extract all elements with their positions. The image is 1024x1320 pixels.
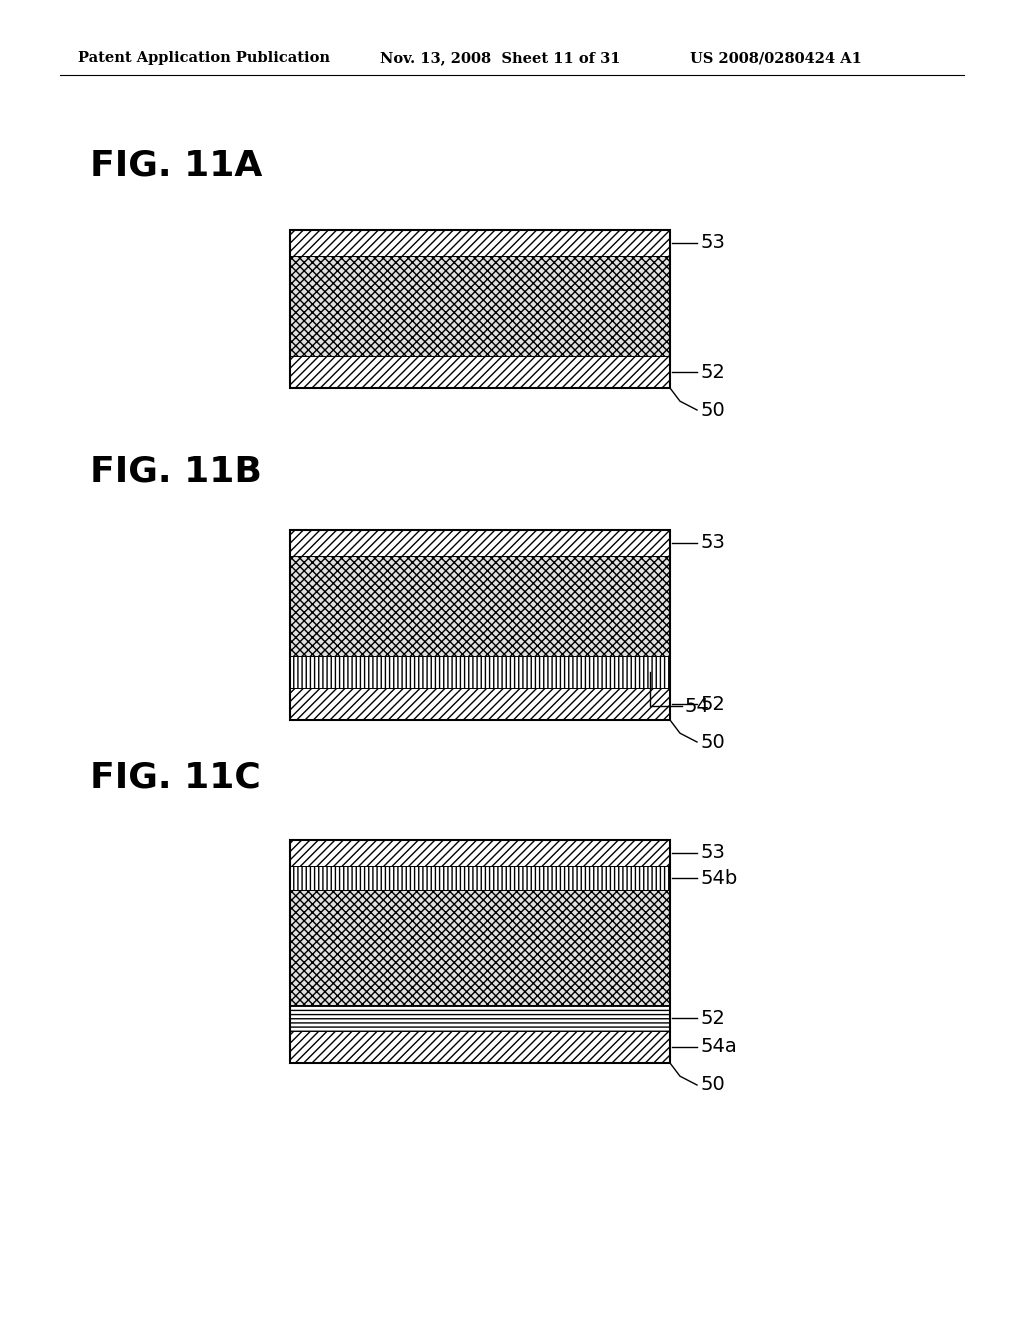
- Text: 54a: 54a: [700, 1038, 736, 1056]
- Text: 53: 53: [700, 533, 725, 553]
- Text: 50: 50: [700, 1076, 725, 1094]
- Bar: [290, 531, 670, 719]
- Text: 50: 50: [700, 400, 725, 420]
- Bar: [290, 840, 670, 1063]
- Text: 53: 53: [700, 234, 725, 252]
- Text: Nov. 13, 2008  Sheet 11 of 31: Nov. 13, 2008 Sheet 11 of 31: [380, 51, 621, 65]
- Bar: [290, 556, 670, 656]
- Text: 52: 52: [700, 694, 725, 714]
- Text: 54b: 54b: [700, 869, 737, 887]
- Bar: [290, 1005, 670, 1031]
- Text: FIG. 11B: FIG. 11B: [90, 455, 262, 488]
- Bar: [290, 356, 670, 388]
- Text: FIG. 11A: FIG. 11A: [90, 148, 262, 182]
- Bar: [290, 688, 670, 719]
- Text: FIG. 11C: FIG. 11C: [90, 760, 261, 795]
- Bar: [290, 256, 670, 356]
- Bar: [290, 866, 670, 890]
- Text: Patent Application Publication: Patent Application Publication: [78, 51, 330, 65]
- Bar: [290, 230, 670, 388]
- Bar: [290, 230, 670, 256]
- Text: 54: 54: [685, 697, 710, 715]
- Bar: [290, 890, 670, 1005]
- Text: 52: 52: [700, 363, 725, 381]
- Text: 50: 50: [700, 733, 725, 751]
- Bar: [290, 840, 670, 866]
- Text: 52: 52: [700, 1008, 725, 1027]
- Bar: [290, 531, 670, 556]
- Text: US 2008/0280424 A1: US 2008/0280424 A1: [690, 51, 862, 65]
- Text: 53: 53: [700, 843, 725, 862]
- Bar: [290, 656, 670, 688]
- Bar: [290, 1031, 670, 1063]
